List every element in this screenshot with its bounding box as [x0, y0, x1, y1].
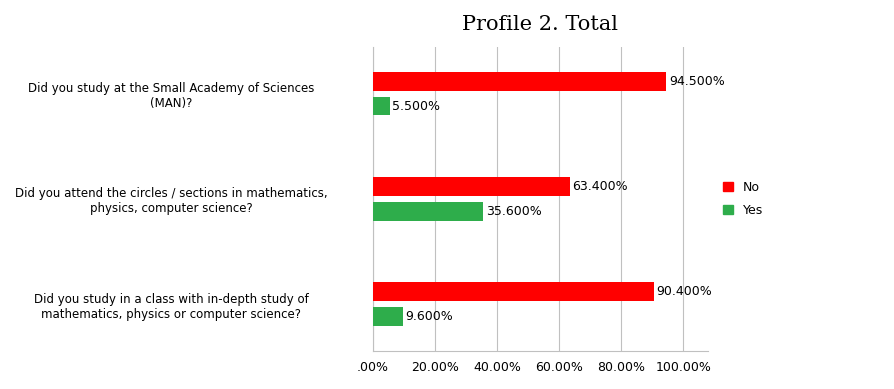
- Text: 35.600%: 35.600%: [485, 205, 542, 217]
- Legend: No, Yes: No, Yes: [718, 176, 768, 222]
- Text: 90.400%: 90.400%: [656, 286, 712, 298]
- Bar: [373, 307, 402, 326]
- Text: 63.400%: 63.400%: [572, 180, 628, 193]
- Bar: [373, 96, 390, 116]
- Bar: [373, 282, 654, 301]
- Text: 9.600%: 9.600%: [405, 310, 452, 322]
- Bar: [373, 72, 666, 91]
- Bar: [373, 202, 484, 221]
- Bar: [373, 177, 569, 196]
- Text: 5.500%: 5.500%: [392, 100, 440, 112]
- Text: 94.500%: 94.500%: [669, 75, 724, 88]
- Title: Profile 2. Total: Profile 2. Total: [462, 15, 619, 34]
